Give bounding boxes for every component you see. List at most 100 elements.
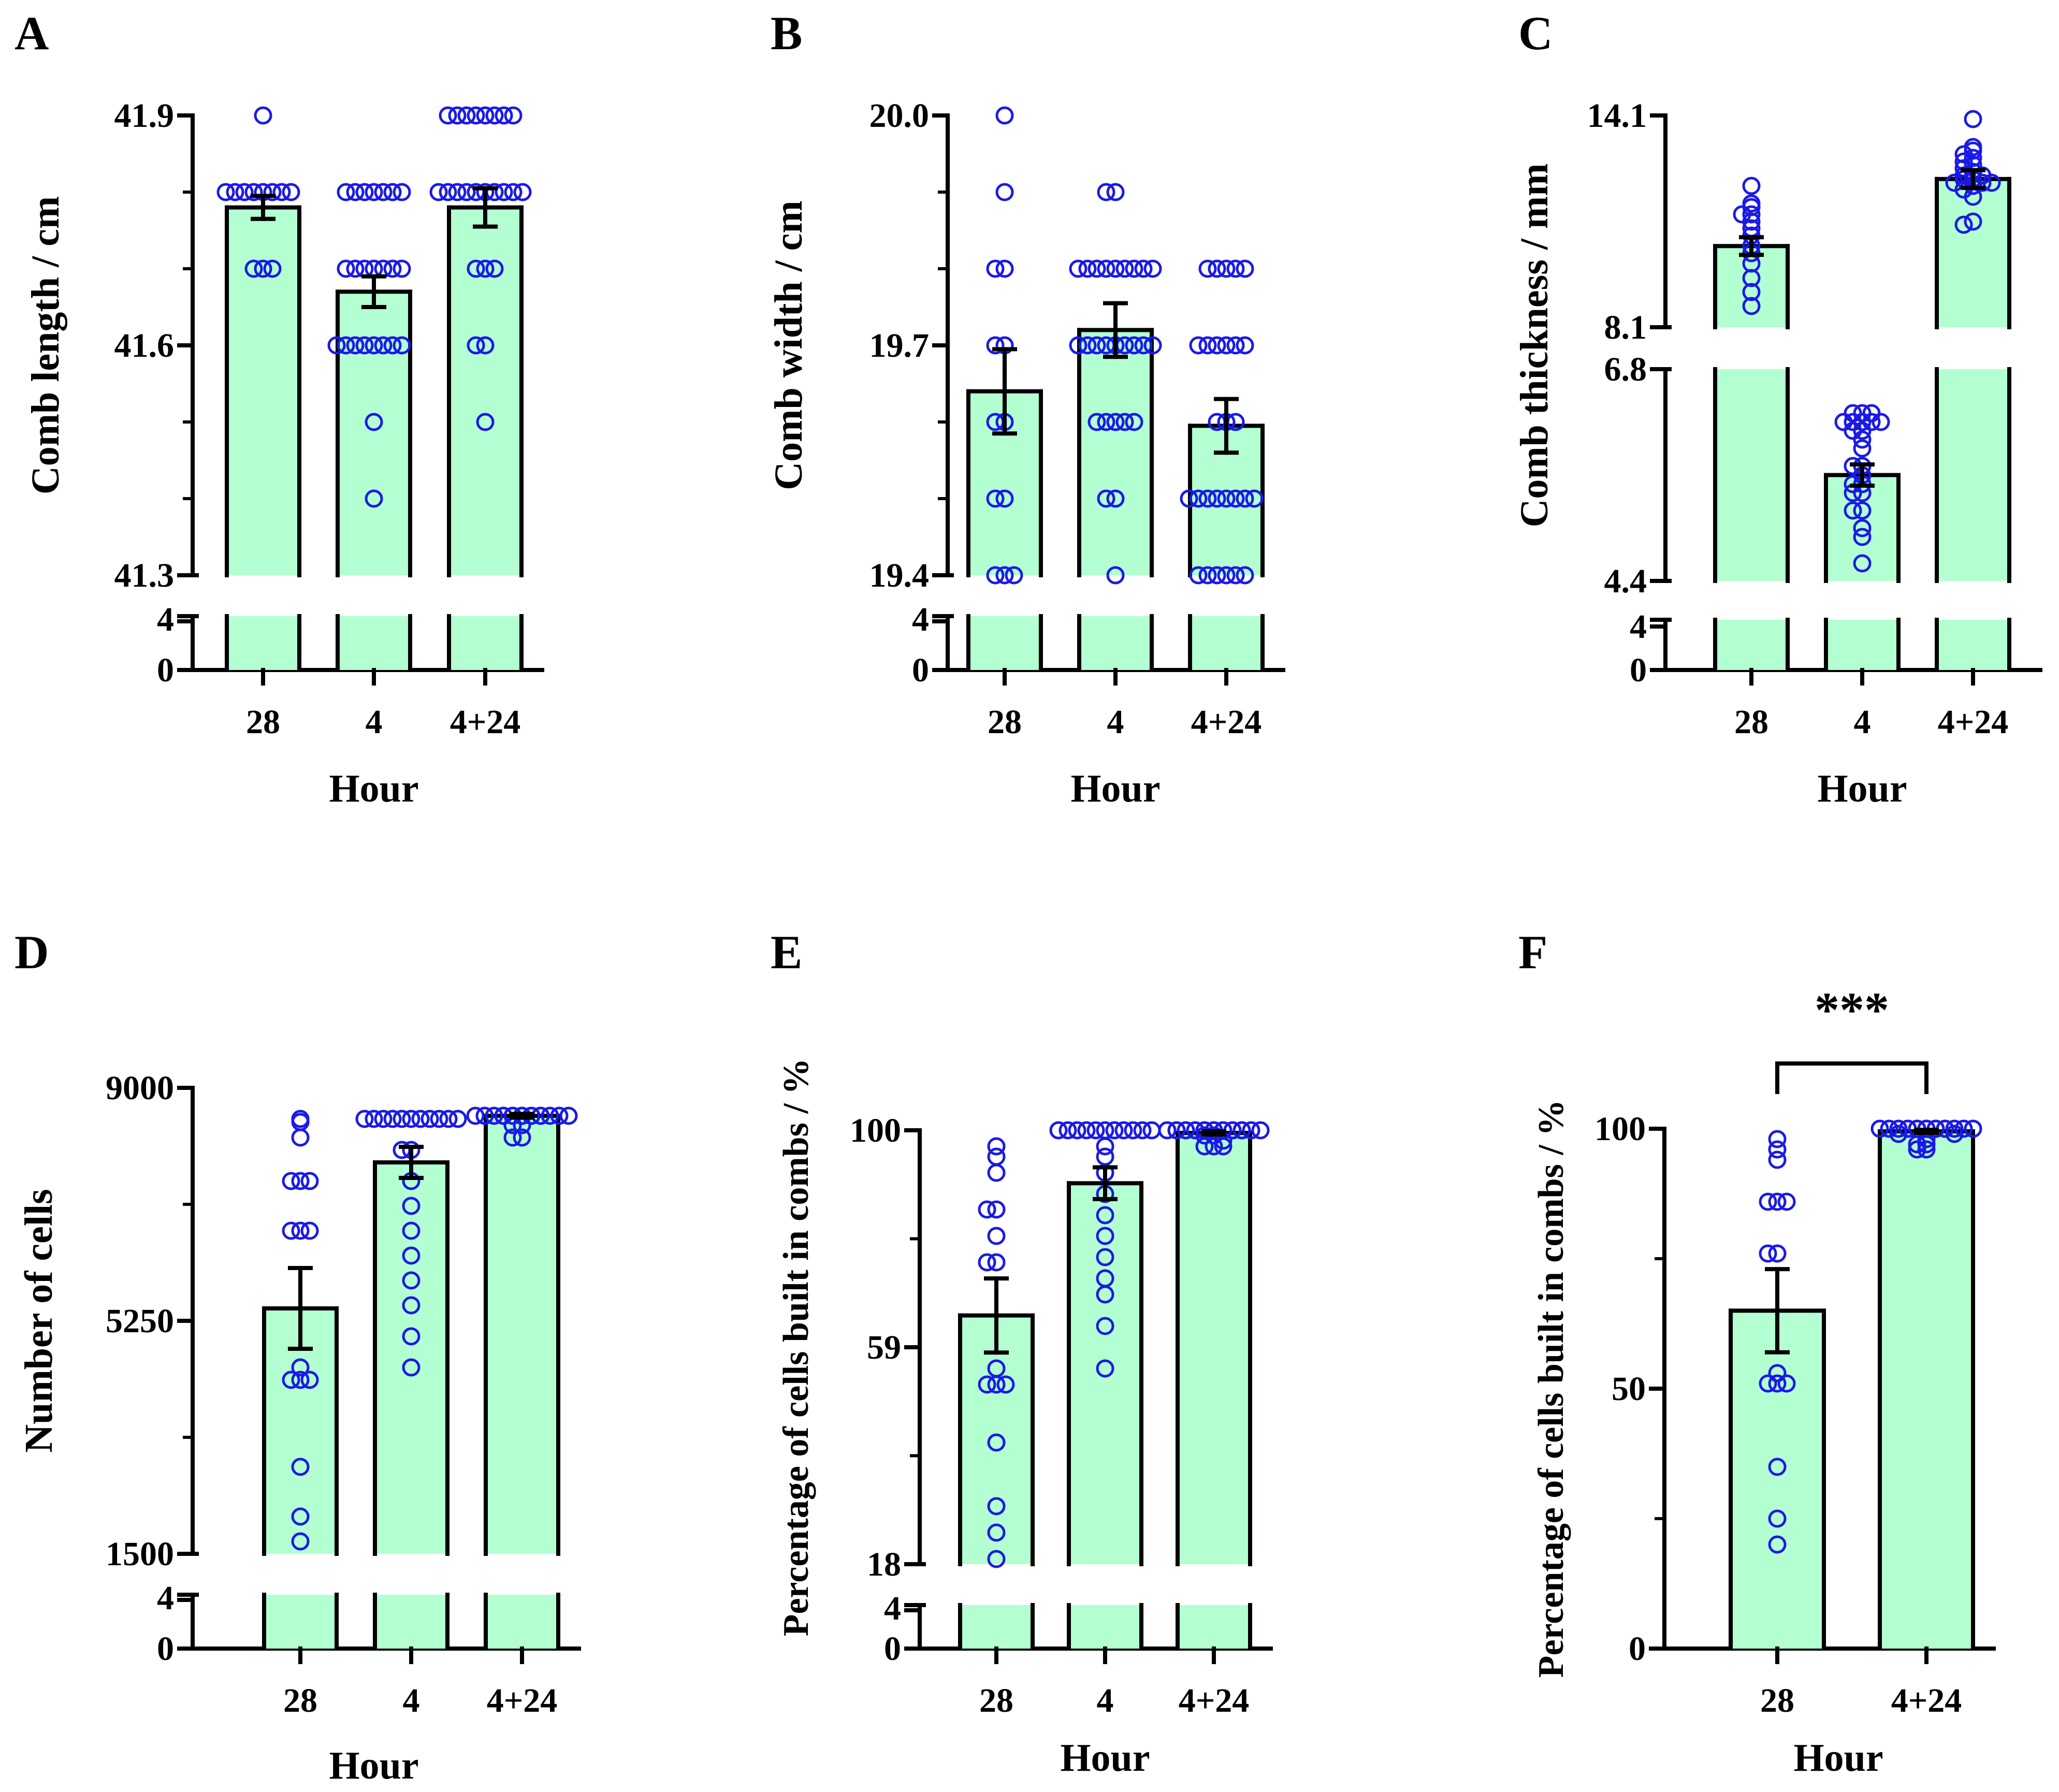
data-point-a-0	[254, 106, 272, 125]
data-point-c-0	[1742, 194, 1761, 213]
data-point-b-2	[1189, 566, 1208, 585]
data-point-e-1	[1068, 1121, 1086, 1140]
data-point-e-2	[1205, 1137, 1223, 1156]
data-point-f-1	[1908, 1135, 1926, 1154]
data-point-a-2	[485, 259, 504, 278]
data-point-e-2	[1232, 1121, 1251, 1140]
panel-letter-f: F	[1518, 926, 1547, 979]
data-point-d-1	[421, 1110, 439, 1128]
data-point-d-2	[466, 1106, 485, 1125]
data-point-b-0	[995, 566, 1014, 585]
panel-a: A Hour Comb length / cm 0 4 41.3 41.6 41.9 28 4 4+…	[15, 7, 544, 810]
data-point-a-1	[337, 336, 355, 355]
data-point-c-1	[1872, 413, 1890, 431]
data-point-b-2	[1226, 566, 1245, 585]
data-point-c-2	[1982, 173, 2001, 192]
data-point-d-1	[448, 1110, 467, 1128]
data-point-d-1	[411, 1110, 430, 1128]
data-point-f-0	[1759, 1244, 1777, 1263]
y-tick-label-c-4: 4	[1630, 608, 1647, 646]
bar-low-d-1	[375, 1595, 447, 1649]
data-point-a-0	[244, 183, 263, 201]
data-point-e-0	[987, 1163, 1006, 1182]
x-axis-label-a: Hour	[329, 767, 418, 810]
y-tick-label-c-0: 14.1	[1587, 97, 1647, 135]
data-point-b-2	[1198, 336, 1217, 355]
y-tick-label-lower-d-1: 4	[157, 1579, 174, 1617]
x-tick-label-c-0: 28	[1734, 703, 1768, 741]
data-point-f-0	[1759, 1374, 1777, 1393]
data-point-e-0	[978, 1200, 996, 1219]
panel-letter-a: A	[15, 7, 49, 60]
data-point-a-0	[226, 183, 244, 201]
bar-e-1	[1069, 1183, 1141, 1564]
y-tick-label-lower-e-0: 0	[884, 1630, 901, 1668]
data-point-e-1	[1096, 1359, 1114, 1378]
data-point-d-1	[365, 1110, 383, 1128]
data-point-e-2	[1214, 1137, 1232, 1156]
y-axis-label-e: Percentage of cells built in combs / %	[776, 1058, 816, 1637]
data-point-b-1	[1125, 336, 1143, 355]
data-point-e-1	[1096, 1317, 1114, 1335]
data-point-a-0	[235, 183, 254, 201]
data-point-a-0	[244, 259, 263, 278]
data-point-a-1	[365, 183, 383, 201]
y-tick-label-a-1: 41.6	[114, 327, 175, 365]
data-point-a-2	[513, 183, 532, 201]
x-tick-label-f-1: 4+24	[1891, 1682, 1962, 1720]
panel-f: F Hour Percentage of cells built in combs …	[1518, 926, 1996, 1780]
data-point-f-1	[1945, 1119, 1964, 1138]
data-point-d-2	[485, 1106, 503, 1125]
y-axis-label-f: Percentage of cells built in combs / %	[1531, 1100, 1571, 1678]
data-point-e-2	[1177, 1121, 1195, 1140]
bar-d-2	[486, 1116, 558, 1554]
data-point-b-0	[995, 259, 1014, 278]
y-tick-label-a-0: 41.3	[114, 557, 175, 594]
y-axis-label-c: Comb thickness / mm	[1513, 163, 1556, 527]
data-point-d-1	[402, 1271, 421, 1290]
data-point-a-1	[355, 183, 374, 201]
data-point-e-1	[1096, 1285, 1114, 1304]
x-tick-label-d-2: 4+24	[487, 1682, 558, 1720]
data-point-b-2	[1217, 336, 1236, 355]
y-tick-label-b-1: 19.7	[869, 327, 930, 365]
data-point-e-0	[987, 1200, 1006, 1219]
y-tick-label-c-1: 8.1	[1604, 309, 1647, 346]
data-point-e-2	[1158, 1121, 1177, 1140]
data-point-c-0	[1742, 269, 1761, 287]
data-point-d-0	[300, 1221, 319, 1240]
data-point-b-0	[995, 183, 1014, 201]
y-tick-label-e-0: 18	[867, 1546, 901, 1583]
data-point-b-0	[986, 566, 1005, 585]
data-point-b-1	[1097, 413, 1115, 431]
data-point-a-1	[365, 413, 383, 431]
bar-a-2	[449, 207, 521, 576]
data-point-f-0	[1768, 1374, 1787, 1393]
data-point-c-0	[1733, 205, 1751, 224]
data-point-a-1	[346, 259, 365, 278]
data-point-a-2	[476, 259, 495, 278]
data-point-d-1	[383, 1110, 402, 1128]
data-point-b-2	[1198, 489, 1217, 508]
data-point-b-0	[995, 489, 1014, 508]
data-point-e-1	[1096, 1147, 1114, 1166]
panel-letter-e: E	[771, 926, 802, 979]
y-axis-label-b: Comb width / cm	[767, 200, 810, 490]
data-point-c-1	[1834, 413, 1853, 431]
data-point-e-0	[987, 1523, 1006, 1542]
bar-mid-c-2	[1937, 369, 2009, 581]
data-point-b-0	[995, 106, 1014, 125]
data-point-f-1	[1945, 1125, 1964, 1143]
bar-low-a-1	[338, 616, 410, 670]
data-point-a-1	[365, 336, 383, 355]
data-point-f-1	[1889, 1125, 1908, 1143]
data-point-d-1	[402, 1110, 421, 1128]
data-point-c-2	[1964, 149, 1982, 167]
data-point-a-1	[337, 259, 355, 278]
y-tick-label-c-2: 6.8	[1604, 351, 1647, 388]
data-point-d-0	[300, 1371, 319, 1389]
data-point-b-0	[1005, 566, 1023, 585]
y-tick-label-e-1: 59	[867, 1329, 901, 1366]
data-point-c-1	[1853, 554, 1872, 573]
data-point-b-2	[1198, 259, 1217, 278]
